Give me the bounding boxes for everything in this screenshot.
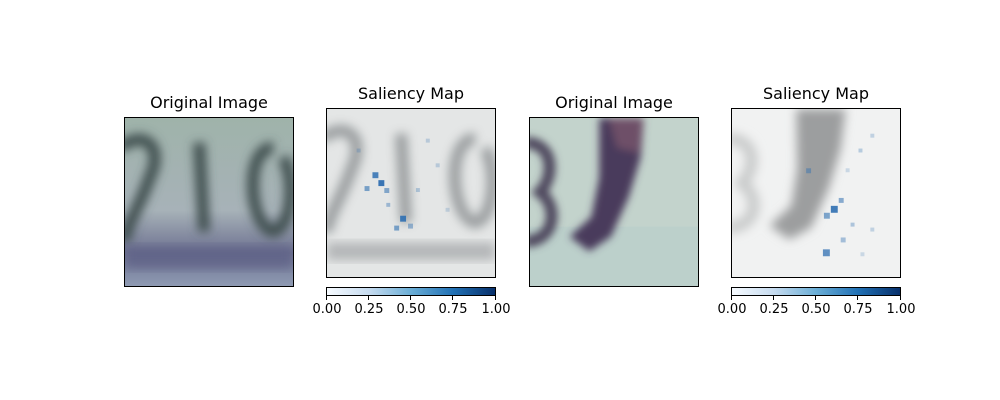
panel-1-title: Original Image <box>150 93 268 112</box>
colorbar-1-tick-label: 1.00 <box>481 302 511 317</box>
colorbar-1-tick-label: 0.25 <box>354 302 384 317</box>
original-image-1-graphic <box>125 118 293 286</box>
original-image-1 <box>124 117 294 287</box>
saliency-map-1 <box>326 108 496 278</box>
colorbar-1 <box>326 287 496 296</box>
colorbar-1-tick-label: 0.50 <box>396 302 426 317</box>
colorbar-2 <box>731 287 901 296</box>
original-image-2 <box>529 117 699 287</box>
colorbar-2-tick-label: 0.00 <box>717 302 747 317</box>
panel-4-title: Saliency Map <box>763 84 869 103</box>
panel-2-title: Saliency Map <box>358 84 464 103</box>
original-image-2-graphic <box>530 118 698 286</box>
colorbar-2-tick-label: 0.25 <box>759 302 789 317</box>
colorbar-2-tick-label: 0.75 <box>843 302 873 317</box>
colorbar-2-tick-label: 1.00 <box>886 302 916 317</box>
saliency-map-2-graphic <box>732 109 900 277</box>
colorbar-1-tick-label: 0.00 <box>312 302 342 317</box>
colorbar-1-tick-label: 0.75 <box>438 302 468 317</box>
panel-3-title: Original Image <box>555 93 673 112</box>
saliency-map-2 <box>731 108 901 278</box>
colorbar-2-tick-label: 0.50 <box>801 302 831 317</box>
saliency-map-1-graphic <box>327 109 495 277</box>
